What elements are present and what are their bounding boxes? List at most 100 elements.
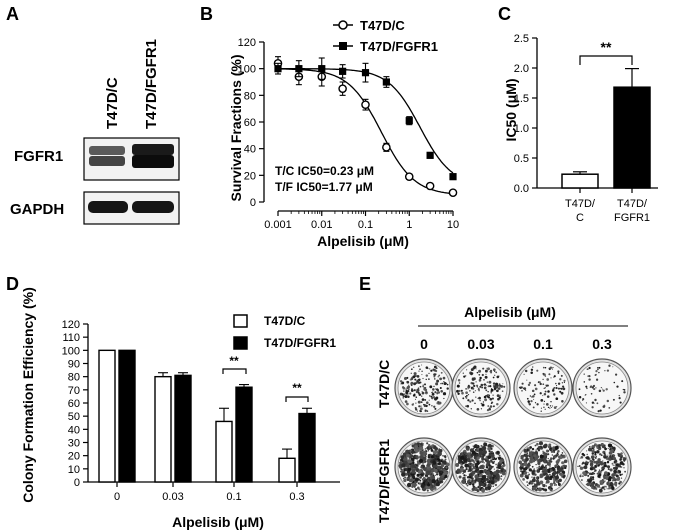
colony-dot	[495, 473, 500, 478]
colony-dot	[410, 384, 413, 386]
colony-dot	[489, 466, 492, 469]
colony-dot	[405, 388, 407, 390]
colony-dot	[470, 408, 472, 410]
colony-dot	[401, 386, 405, 389]
colony-dot	[421, 478, 424, 481]
colony-dot	[458, 389, 461, 393]
colony-dot	[481, 483, 485, 487]
colony-dot	[423, 383, 427, 386]
colony-dot	[553, 481, 556, 485]
colony-dot	[432, 473, 435, 475]
colony-dot	[586, 480, 588, 482]
colony-dot	[422, 377, 424, 380]
colony-dot	[593, 402, 595, 404]
colony-dot	[604, 448, 607, 451]
colony-dot	[423, 404, 427, 407]
panel-b-axes: 0 20 40 60 80 100 120 0.001 0.01 0.1 1 10	[238, 37, 459, 231]
colony-dot	[531, 450, 533, 452]
colony-dot	[465, 375, 467, 377]
colony-dot	[535, 463, 537, 466]
colony-dot	[437, 462, 442, 466]
colony-dot	[462, 372, 464, 374]
colony-dot	[485, 384, 487, 386]
colony-dot	[461, 479, 466, 484]
colony-dot	[556, 452, 559, 455]
colony-dot	[497, 385, 499, 387]
colony-dot	[542, 383, 545, 386]
colony-dot	[465, 467, 468, 471]
colony-dot	[425, 470, 431, 476]
colony-dot	[491, 451, 493, 453]
colony-dot	[490, 402, 493, 405]
colony-dot	[430, 449, 434, 452]
colony-dot	[407, 388, 410, 391]
colony-dot	[402, 390, 405, 392]
colony-dot	[555, 397, 559, 401]
colony-dot	[534, 451, 538, 455]
colony-dot	[421, 390, 423, 393]
colony-dot	[485, 394, 487, 397]
c-ytick-label: 1.5	[514, 93, 529, 105]
colony-dot	[413, 389, 416, 392]
colony-dot	[548, 373, 551, 376]
colony-dot	[555, 475, 560, 480]
colony-dot	[585, 393, 587, 396]
colony-dot	[536, 369, 539, 372]
colony-dot	[464, 462, 467, 464]
colony-dot	[488, 394, 491, 397]
colony-dot	[477, 486, 480, 488]
colony-dot	[585, 385, 588, 388]
colony-dot	[482, 384, 485, 386]
colony-dot	[414, 448, 419, 453]
colony-dot	[481, 457, 485, 461]
colony-dot	[469, 390, 471, 392]
colony-dot	[555, 382, 557, 385]
colony-dot	[432, 460, 437, 465]
b-point-t47dc	[382, 143, 391, 152]
colony-dot	[431, 475, 436, 480]
colony-dot	[410, 389, 414, 392]
colony-dot	[427, 482, 430, 484]
colony-dot	[483, 378, 485, 381]
colony-dot	[542, 395, 544, 397]
colony-dot	[473, 461, 476, 463]
colony-dot	[426, 463, 431, 467]
colony-dot	[551, 454, 553, 456]
colony-dot	[522, 387, 525, 390]
colony-dot	[556, 463, 559, 466]
colony-dot	[422, 386, 425, 388]
colony-dot	[550, 450, 553, 453]
colony-dot	[563, 379, 566, 382]
colony-dot	[490, 481, 495, 485]
colony-dot	[597, 470, 602, 475]
d-bar-t47dc	[278, 457, 296, 483]
colony-dot	[587, 375, 589, 377]
colony-dot	[592, 478, 595, 481]
colony-dot	[421, 395, 423, 397]
colony-dot	[595, 378, 599, 381]
panel-e-letter: E	[359, 274, 371, 294]
colony-dot	[595, 483, 598, 486]
colony-dot	[523, 387, 527, 390]
colony-dot	[620, 452, 623, 455]
colony-dot	[407, 395, 410, 398]
colony-dot	[483, 442, 488, 447]
d-ytick-label: 0	[74, 477, 80, 489]
d-bar-t47dfgfr1	[235, 386, 253, 483]
colony-dot	[481, 403, 485, 407]
colony-dot	[544, 408, 546, 410]
colony-dot	[410, 372, 413, 375]
colony-dot	[539, 473, 544, 478]
colony-dot	[548, 367, 551, 370]
colony-dot	[477, 489, 480, 492]
conc-label-0.03: 0.03	[467, 336, 494, 352]
b-point-t47dc	[448, 188, 458, 197]
colony-dot	[485, 389, 488, 392]
c-ytick-label: 2.5	[514, 33, 529, 45]
b-ytick-label: 100	[238, 64, 256, 76]
colony-dot	[546, 378, 550, 381]
colony-dot	[418, 393, 422, 396]
colony-dot	[620, 477, 623, 479]
colony-dot	[557, 450, 560, 453]
colony-dot	[422, 457, 427, 462]
